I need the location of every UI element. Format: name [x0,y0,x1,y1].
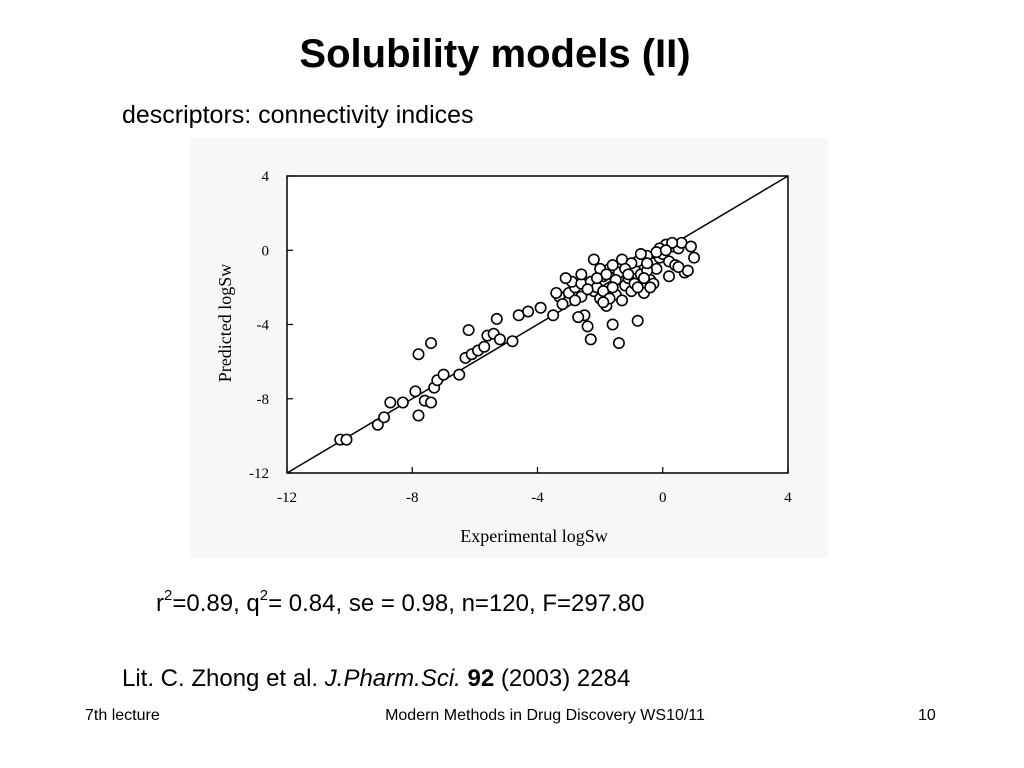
citation-journal: J.Pharm.Sci. [324,665,461,692]
data-point [462,324,475,337]
data-point [550,286,563,299]
data-point [587,253,600,266]
data-point [650,262,663,275]
identity-line [286,175,789,474]
data-point [478,340,491,353]
q-squared-exponent: 2 [259,587,269,604]
data-point [556,298,569,311]
data-point [666,236,679,249]
y-tick-label: -12 [249,466,269,482]
r-squared-symbol: r [156,590,164,617]
data-point [506,335,519,348]
slide-subtitle: descriptors: connectivity indices [122,101,474,129]
data-point [616,294,629,307]
x-tick-label: -8 [406,490,419,506]
data-point [612,337,625,350]
data-point [572,311,585,324]
data-point [425,396,438,409]
x-tick-label: 4 [784,490,792,506]
citation-volume: 92 [467,665,495,692]
data-point [581,320,594,333]
data-point [684,240,697,253]
footer-page-number: 10 [918,707,936,724]
data-point [584,333,597,346]
x-tick-label: -12 [277,490,297,506]
y-tick-label: 0 [262,243,270,259]
literature-citation: Lit. C. Zhong et al. J.Pharm.Sci. 92 (20… [122,665,630,693]
data-point [644,281,657,294]
citation-year-page: (2003) 2284 [494,665,631,692]
data-point [575,268,588,281]
data-point [559,272,572,285]
y-axis-label: Predicted logSw [215,264,235,383]
data-point [569,294,582,307]
data-point [340,433,353,446]
data-point [606,259,619,272]
data-point [490,312,503,325]
data-point [547,309,560,322]
scatter-plot: -12 -8 -4 0 4 4 0 -4 -8 -12 Experimental logSw Pr… [215,169,792,546]
x-tick-label: -4 [531,490,544,506]
data-point [688,251,701,264]
q-squared-symbol: q [246,590,260,617]
data-point [522,305,535,318]
data-point [534,301,547,314]
data-point [631,314,644,327]
data-point [606,318,619,331]
y-tick-label: 4 [262,169,270,185]
citation-authors: Lit. C. Zhong et al. [122,665,325,692]
data-point [378,411,391,424]
x-axis-label: Experimental logSw [460,526,607,546]
r-squared-value: =0.89, [172,590,247,617]
data-point [425,337,438,350]
data-point [412,348,425,361]
data-point [396,396,409,409]
data-point [641,257,654,270]
data-point [493,333,506,346]
y-tick-label: -8 [257,392,270,408]
data-point [663,270,676,283]
data-point [371,418,384,431]
footer-course: Modern Methods in Drug Discovery WS10/11 [385,707,705,724]
data-point [659,244,672,257]
data-point [634,247,647,260]
data-point [412,409,425,422]
data-point [606,281,619,294]
y-tick-label: -4 [257,318,270,334]
data-point [590,272,603,285]
x-tick-label: 0 [659,490,667,506]
data-point [637,272,650,285]
r-squared-exponent: 2 [164,587,173,604]
data-point [597,296,610,309]
data-point [672,260,685,273]
data-point [631,281,644,294]
data-point [409,385,422,398]
data-point [622,268,635,281]
data-point [650,246,663,259]
data-point [453,368,466,381]
footer-lecture: 7th lecture [85,707,160,724]
model-statistics: r2=0.89, q2= 0.84, se = 0.98, n=120, F=2… [156,587,645,618]
data-point [581,283,594,296]
scatter-figure: -12 -8 -4 0 4 4 0 -4 -8 -12 Experimental logSw Pr… [190,138,828,558]
data-point [384,396,397,409]
data-point [437,368,450,381]
slide-title: Solubility models (II) [299,32,691,76]
statistics-rest: = 0.84, se = 0.98, n=120, F=297.80 [268,590,645,617]
